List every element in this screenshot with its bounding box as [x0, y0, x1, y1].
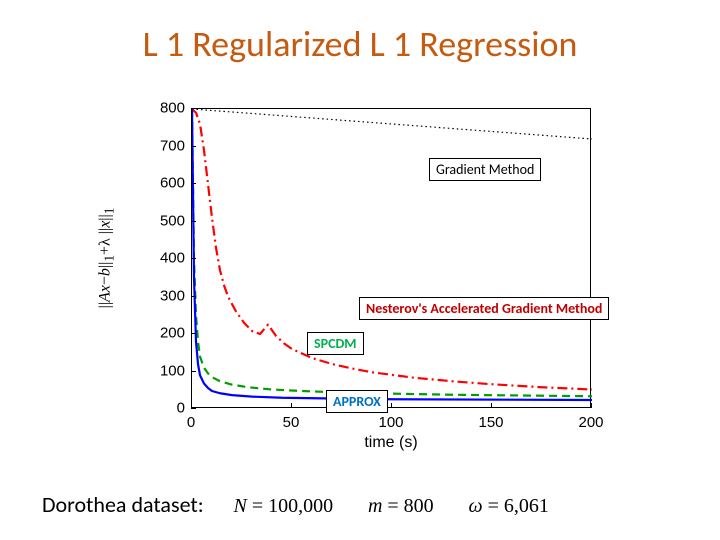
footer: Dorothea dataset: N = 100,000 m = 800 ω …	[42, 491, 549, 518]
plot-area	[191, 108, 591, 408]
x-tick-label: 50	[283, 414, 300, 431]
y-tick-label: 800	[125, 100, 185, 117]
y-tick-label: 0	[125, 400, 185, 417]
x-tick-label: 150	[478, 414, 503, 431]
m-symbol: m	[368, 495, 382, 517]
x-axis-label: time (s)	[364, 434, 417, 452]
y-tick-label: 100	[125, 362, 185, 379]
y-tick-label: 300	[125, 287, 185, 304]
dataset-label: Dorothea dataset:	[42, 491, 204, 518]
y-tick-label: 700	[125, 137, 185, 154]
y-tick-label: 200	[125, 325, 185, 342]
y-axis-label: ||Ax−b||1+λ ||x||1	[96, 208, 117, 309]
y-tick-label: 400	[125, 250, 185, 267]
x-tick-label: 200	[578, 414, 603, 431]
annotation-spcdm: SPCDM	[307, 332, 364, 355]
series-gradient	[192, 109, 592, 139]
y-tick-label: 600	[125, 175, 185, 192]
chart-curves	[192, 109, 592, 409]
x-tick-label: 100	[378, 414, 403, 431]
annotation-approx: APPROX	[326, 390, 388, 413]
series-spcdm	[192, 109, 592, 396]
page-title: L 1 Regularized L 1 Regression	[0, 0, 720, 74]
series-approx	[192, 109, 592, 400]
x-tick-label: 0	[187, 414, 195, 431]
y-tick-label: 500	[125, 212, 185, 229]
annotation-nesterov: Nesterov's Accelerated Gradient Method	[359, 297, 609, 320]
n-symbol: N	[234, 495, 247, 517]
annotation-gradient: Gradient Method	[429, 158, 541, 181]
series-nesterov	[192, 109, 592, 390]
w-symbol: ω	[469, 495, 483, 517]
chart: ||Ax−b||1+λ ||x||1 time (s) 010020030040…	[125, 100, 605, 460]
